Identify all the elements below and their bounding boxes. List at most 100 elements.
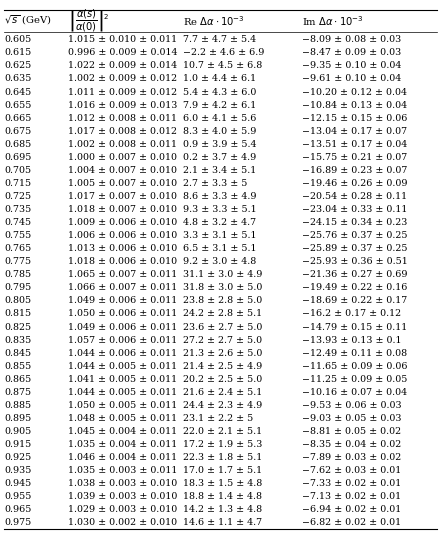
- Text: 0.815: 0.815: [4, 309, 32, 318]
- Text: −18.69 ± 0.22 ± 0.17: −18.69 ± 0.22 ± 0.17: [302, 296, 407, 306]
- Text: 0.705: 0.705: [4, 166, 32, 175]
- Text: 0.685: 0.685: [4, 140, 32, 149]
- Text: 5.4 ± 4.3 ± 6.0: 5.4 ± 4.3 ± 6.0: [183, 88, 256, 97]
- Text: 21.3 ± 2.6 ± 5.0: 21.3 ± 2.6 ± 5.0: [183, 349, 262, 358]
- Text: 1.000 ± 0.007 ± 0.010: 1.000 ± 0.007 ± 0.010: [68, 153, 177, 162]
- Text: −9.61 ± 0.10 ± 0.04: −9.61 ± 0.10 ± 0.04: [302, 75, 401, 83]
- Text: 0.665: 0.665: [4, 114, 32, 122]
- Text: 0.775: 0.775: [4, 257, 32, 266]
- Text: 18.3 ± 1.5 ± 4.8: 18.3 ± 1.5 ± 4.8: [183, 479, 262, 488]
- Text: 0.915: 0.915: [4, 440, 32, 449]
- Text: 0.2 ± 3.7 ± 4.9: 0.2 ± 3.7 ± 4.9: [183, 153, 256, 162]
- Text: 1.006 ± 0.006 ± 0.010: 1.006 ± 0.006 ± 0.010: [68, 231, 178, 240]
- Text: −21.36 ± 0.27 ± 0.69: −21.36 ± 0.27 ± 0.69: [302, 270, 407, 279]
- Text: 8.6 ± 3.3 ± 4.9: 8.6 ± 3.3 ± 4.9: [183, 192, 257, 201]
- Text: −24.15 ± 0.34 ± 0.23: −24.15 ± 0.34 ± 0.23: [302, 218, 407, 227]
- Text: 0.675: 0.675: [4, 127, 32, 136]
- Text: −9.35 ± 0.10 ± 0.04: −9.35 ± 0.10 ± 0.04: [302, 61, 401, 70]
- Text: 6.0 ± 4.1 ± 5.6: 6.0 ± 4.1 ± 5.6: [183, 114, 256, 122]
- Text: 9.2 ± 3.0 ± 4.8: 9.2 ± 3.0 ± 4.8: [183, 257, 256, 266]
- Text: 1.057 ± 0.006 ± 0.011: 1.057 ± 0.006 ± 0.011: [68, 336, 178, 345]
- Text: 9.3 ± 3.3 ± 5.1: 9.3 ± 3.3 ± 5.1: [183, 205, 257, 214]
- Text: −7.13 ± 0.02 ± 0.01: −7.13 ± 0.02 ± 0.01: [302, 492, 401, 501]
- Text: −13.51 ± 0.17 ± 0.04: −13.51 ± 0.17 ± 0.04: [302, 140, 407, 149]
- Text: −15.75 ± 0.21 ± 0.07: −15.75 ± 0.21 ± 0.07: [302, 153, 407, 162]
- Text: 21.6 ± 2.4 ± 5.1: 21.6 ± 2.4 ± 5.1: [183, 388, 262, 397]
- Text: 1.018 ± 0.006 ± 0.010: 1.018 ± 0.006 ± 0.010: [68, 257, 177, 266]
- Text: 0.745: 0.745: [4, 218, 32, 227]
- Text: 0.645: 0.645: [4, 88, 32, 97]
- Text: 0.895: 0.895: [4, 414, 32, 423]
- Text: 0.715: 0.715: [4, 179, 32, 188]
- Text: −13.93 ± 0.13 ± 0.1: −13.93 ± 0.13 ± 0.1: [302, 336, 402, 345]
- Text: 1.048 ± 0.005 ± 0.011: 1.048 ± 0.005 ± 0.011: [68, 414, 177, 423]
- Text: −8.09 ± 0.08 ± 0.03: −8.09 ± 0.08 ± 0.03: [302, 35, 401, 44]
- Text: 0.845: 0.845: [4, 349, 32, 358]
- Text: 7.7 ± 4.7 ± 5.4: 7.7 ± 4.7 ± 5.4: [183, 35, 256, 44]
- Text: 14.2 ± 1.3 ± 4.8: 14.2 ± 1.3 ± 4.8: [183, 505, 262, 514]
- Text: −16.2 ± 0.17 ± 0.12: −16.2 ± 0.17 ± 0.12: [302, 309, 401, 318]
- Text: 0.735: 0.735: [4, 205, 32, 214]
- Text: −11.25 ± 0.09 ± 0.05: −11.25 ± 0.09 ± 0.05: [302, 375, 407, 384]
- Text: 1.009 ± 0.006 ± 0.010: 1.009 ± 0.006 ± 0.010: [68, 218, 178, 227]
- Text: 0.865: 0.865: [4, 375, 32, 384]
- Text: 0.625: 0.625: [4, 61, 32, 70]
- Text: −16.89 ± 0.23 ± 0.07: −16.89 ± 0.23 ± 0.07: [302, 166, 407, 175]
- Text: −25.76 ± 0.37 ± 0.25: −25.76 ± 0.37 ± 0.25: [302, 231, 407, 240]
- Text: 0.835: 0.835: [4, 336, 32, 345]
- Text: −25.89 ± 0.37 ± 0.25: −25.89 ± 0.37 ± 0.25: [302, 244, 407, 253]
- Text: −10.84 ± 0.13 ± 0.04: −10.84 ± 0.13 ± 0.04: [302, 100, 407, 110]
- Text: 1.012 ± 0.008 ± 0.011: 1.012 ± 0.008 ± 0.011: [68, 114, 177, 122]
- Text: 24.4 ± 2.3 ± 4.9: 24.4 ± 2.3 ± 4.9: [183, 401, 262, 410]
- Text: 1.066 ± 0.007 ± 0.011: 1.066 ± 0.007 ± 0.011: [68, 284, 178, 292]
- Text: 18.8 ± 1.4 ± 4.8: 18.8 ± 1.4 ± 4.8: [183, 492, 262, 501]
- Text: −9.03 ± 0.05 ± 0.03: −9.03 ± 0.05 ± 0.03: [302, 414, 402, 423]
- Text: 22.3 ± 1.8 ± 5.1: 22.3 ± 1.8 ± 5.1: [183, 453, 262, 462]
- Text: 0.725: 0.725: [4, 192, 32, 201]
- Text: 1.013 ± 0.006 ± 0.010: 1.013 ± 0.006 ± 0.010: [68, 244, 178, 253]
- Text: 0.655: 0.655: [4, 100, 32, 110]
- Text: 1.049 ± 0.006 ± 0.011: 1.049 ± 0.006 ± 0.011: [68, 296, 178, 306]
- Text: −10.16 ± 0.07 ± 0.04: −10.16 ± 0.07 ± 0.04: [302, 388, 407, 397]
- Text: −25.93 ± 0.36 ± 0.51: −25.93 ± 0.36 ± 0.51: [302, 257, 408, 266]
- Text: 2.7 ± 3.3 ± 5: 2.7 ± 3.3 ± 5: [183, 179, 247, 188]
- Text: 1.022 ± 0.009 ± 0.014: 1.022 ± 0.009 ± 0.014: [68, 61, 177, 70]
- Text: 3.3 ± 3.1 ± 5.1: 3.3 ± 3.1 ± 5.1: [183, 231, 257, 240]
- Text: 1.065 ± 0.007 ± 0.011: 1.065 ± 0.007 ± 0.011: [68, 270, 178, 279]
- Text: 1.044 ± 0.005 ± 0.011: 1.044 ± 0.005 ± 0.011: [68, 362, 177, 371]
- Text: −7.33 ± 0.02 ± 0.01: −7.33 ± 0.02 ± 0.01: [302, 479, 401, 488]
- Text: 0.795: 0.795: [4, 284, 32, 292]
- Text: −7.89 ± 0.03 ± 0.02: −7.89 ± 0.03 ± 0.02: [302, 453, 401, 462]
- Text: 0.605: 0.605: [4, 35, 32, 44]
- Text: 0.885: 0.885: [4, 401, 32, 410]
- Text: 1.039 ± 0.003 ± 0.010: 1.039 ± 0.003 ± 0.010: [68, 492, 178, 501]
- Text: 14.6 ± 1.1 ± 4.7: 14.6 ± 1.1 ± 4.7: [183, 518, 262, 527]
- Text: 1.046 ± 0.004 ± 0.011: 1.046 ± 0.004 ± 0.011: [68, 453, 177, 462]
- Text: 1.018 ± 0.007 ± 0.010: 1.018 ± 0.007 ± 0.010: [68, 205, 177, 214]
- Text: 1.045 ± 0.004 ± 0.011: 1.045 ± 0.004 ± 0.011: [68, 427, 177, 436]
- Text: 1.050 ± 0.005 ± 0.011: 1.050 ± 0.005 ± 0.011: [68, 401, 178, 410]
- Text: 27.2 ± 2.7 ± 5.0: 27.2 ± 2.7 ± 5.0: [183, 336, 262, 345]
- Text: Im $\Delta\alpha\cdot 10^{-3}$: Im $\Delta\alpha\cdot 10^{-3}$: [302, 14, 364, 27]
- Text: 1.035 ± 0.003 ± 0.011: 1.035 ± 0.003 ± 0.011: [68, 466, 178, 475]
- Text: −8.47 ± 0.09 ± 0.03: −8.47 ± 0.09 ± 0.03: [302, 48, 401, 57]
- Text: 0.785: 0.785: [4, 270, 32, 279]
- Text: 0.825: 0.825: [4, 323, 32, 331]
- Text: 0.855: 0.855: [4, 362, 32, 371]
- Text: 1.0 ± 4.4 ± 6.1: 1.0 ± 4.4 ± 6.1: [183, 75, 256, 83]
- Text: 1.030 ± 0.002 ± 0.010: 1.030 ± 0.002 ± 0.010: [68, 518, 177, 527]
- Text: Re $\Delta\alpha\cdot 10^{-3}$: Re $\Delta\alpha\cdot 10^{-3}$: [183, 14, 245, 27]
- Text: 1.002 ± 0.008 ± 0.011: 1.002 ± 0.008 ± 0.011: [68, 140, 177, 149]
- Text: −11.65 ± 0.09 ± 0.06: −11.65 ± 0.09 ± 0.06: [302, 362, 407, 371]
- Text: 0.925: 0.925: [4, 453, 32, 462]
- Text: 1.050 ± 0.006 ± 0.011: 1.050 ± 0.006 ± 0.011: [68, 309, 178, 318]
- Text: 0.875: 0.875: [4, 388, 32, 397]
- Text: 4.8 ± 3.2 ± 4.7: 4.8 ± 3.2 ± 4.7: [183, 218, 256, 227]
- Text: 31.1 ± 3.0 ± 4.9: 31.1 ± 3.0 ± 4.9: [183, 270, 262, 279]
- Text: 31.8 ± 3.0 ± 5.0: 31.8 ± 3.0 ± 5.0: [183, 284, 262, 292]
- Text: −10.20 ± 0.12 ± 0.04: −10.20 ± 0.12 ± 0.04: [302, 88, 407, 97]
- Text: 1.041 ± 0.005 ± 0.011: 1.041 ± 0.005 ± 0.011: [68, 375, 177, 384]
- Text: 8.3 ± 4.0 ± 5.9: 8.3 ± 4.0 ± 5.9: [183, 127, 256, 136]
- Text: 1.049 ± 0.006 ± 0.011: 1.049 ± 0.006 ± 0.011: [68, 323, 178, 331]
- Text: 1.044 ± 0.006 ± 0.011: 1.044 ± 0.006 ± 0.011: [68, 349, 177, 358]
